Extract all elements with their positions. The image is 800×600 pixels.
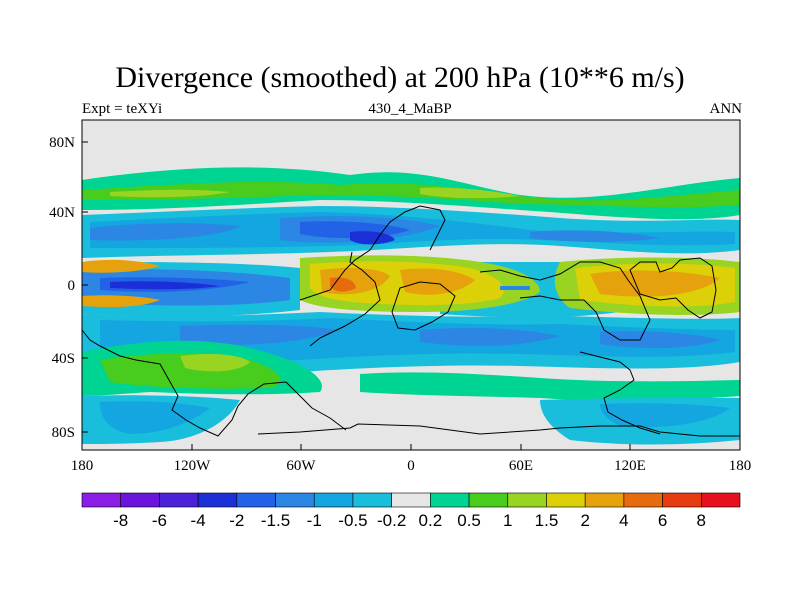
contour-eq-div-atlantic-orange bbox=[320, 268, 475, 295]
colorbar-swatch bbox=[430, 492, 470, 508]
run-label: 430_4_MaBP bbox=[368, 101, 452, 117]
y-axis-ticks bbox=[82, 141, 88, 433]
colorbar-label: 1 bbox=[503, 511, 512, 530]
contour-eq-west-pacific-div bbox=[82, 259, 160, 308]
coastline-southern-cone bbox=[579, 351, 661, 435]
y-label-40s: 40S bbox=[52, 351, 75, 367]
contour-north-lightgreen bbox=[82, 182, 740, 208]
experiment-label: Expt = teXYi bbox=[82, 101, 163, 117]
colorbar-swatch bbox=[507, 492, 547, 508]
colorbar-label: 1.5 bbox=[535, 511, 559, 530]
y-label-80n: 80N bbox=[49, 135, 75, 151]
colorbar-swatch bbox=[159, 492, 199, 508]
season-label: ANN bbox=[709, 101, 743, 117]
coastline-south-america bbox=[309, 251, 381, 347]
x-axis-labels: 180 120W 60W 0 60E 120E 180 bbox=[71, 458, 752, 474]
x-label-60w: 60W bbox=[286, 458, 316, 474]
plot-title: Divergence (smoothed) at 200 hPa (10**6 … bbox=[115, 61, 685, 94]
colorbar-swatch bbox=[275, 492, 315, 508]
y-label-80s: 80S bbox=[52, 425, 75, 441]
colorbar-label: 0.2 bbox=[419, 511, 443, 530]
y-axis-labels: 80N 40N 0 40S 80S bbox=[49, 135, 75, 441]
colorbar-label: -1 bbox=[307, 511, 322, 530]
colorbar-swatch bbox=[623, 492, 663, 508]
colorbar-label: -1.5 bbox=[261, 511, 290, 530]
x-label-60e: 60E bbox=[509, 458, 533, 474]
x-label-180e: 180 bbox=[729, 458, 752, 474]
coastline-north-america bbox=[299, 205, 446, 301]
colorbar-swatch bbox=[236, 492, 276, 508]
coastlines bbox=[82, 205, 740, 437]
colorbar-swatch bbox=[352, 492, 392, 508]
colorbar-label: -0.2 bbox=[377, 511, 406, 530]
x-label-120e: 120E bbox=[614, 458, 646, 474]
colorbar-label: -4 bbox=[191, 511, 206, 530]
colorbar-label: -6 bbox=[152, 511, 167, 530]
colorbar-swatch bbox=[546, 492, 586, 508]
contour-south-blue bbox=[180, 324, 720, 349]
contour-north-yellowgreen bbox=[110, 187, 520, 199]
colorbar-label: 2 bbox=[580, 511, 589, 530]
colorbar-swatch bbox=[313, 492, 354, 508]
x-label-120w: 120W bbox=[174, 458, 212, 474]
colorbar-swatch bbox=[468, 492, 509, 508]
colorbar-swatch bbox=[391, 492, 431, 508]
contour-pacific-deepblue bbox=[110, 281, 220, 290]
coastline-australia bbox=[629, 257, 717, 319]
colorbar-label: -2 bbox=[229, 511, 244, 530]
x-axis-ticks bbox=[81, 444, 741, 450]
colorbar-swatch bbox=[662, 492, 702, 508]
y-label-40n: 40N bbox=[49, 205, 75, 221]
x-label-0: 0 bbox=[407, 458, 415, 474]
colorbar-swatch bbox=[120, 492, 160, 508]
coastline-south-pacific bbox=[82, 329, 347, 437]
colorbar-labels: -8 -6 -4 -2 -1.5 -1 -0.5 -0.2 0.2 0.5 1 1.5 2 4 6 8 bbox=[113, 511, 706, 530]
coastline-antarctica bbox=[257, 423, 740, 437]
colorbar-label: -8 bbox=[113, 511, 128, 530]
contour-north-deepblue bbox=[350, 231, 395, 245]
contour-highsouth-lightblue bbox=[82, 395, 740, 445]
contour-small-blue-patch bbox=[500, 286, 530, 290]
colorbar-label: 0.5 bbox=[457, 511, 481, 530]
coastline-asia bbox=[479, 261, 651, 341]
colorbar-label: -0.5 bbox=[338, 511, 367, 530]
colorbar-label: 6 bbox=[658, 511, 667, 530]
colorbar-swatch bbox=[584, 492, 625, 508]
colorbar bbox=[81, 492, 741, 508]
contour-eq-div-maritime-orange bbox=[590, 270, 720, 297]
colorbar-swatch bbox=[197, 492, 238, 508]
y-label-0: 0 bbox=[68, 278, 76, 294]
contour-field bbox=[82, 120, 740, 450]
colorbar-label: 8 bbox=[697, 511, 706, 530]
coastline-africa bbox=[391, 281, 456, 331]
x-label-180w: 180 bbox=[71, 458, 94, 474]
contour-south-yellowgreen bbox=[180, 354, 250, 372]
contour-highsouth-cyan bbox=[100, 401, 730, 434]
colorbar-swatch bbox=[81, 492, 122, 508]
colorbar-label: 4 bbox=[619, 511, 628, 530]
colorbar-swatch bbox=[700, 492, 741, 508]
